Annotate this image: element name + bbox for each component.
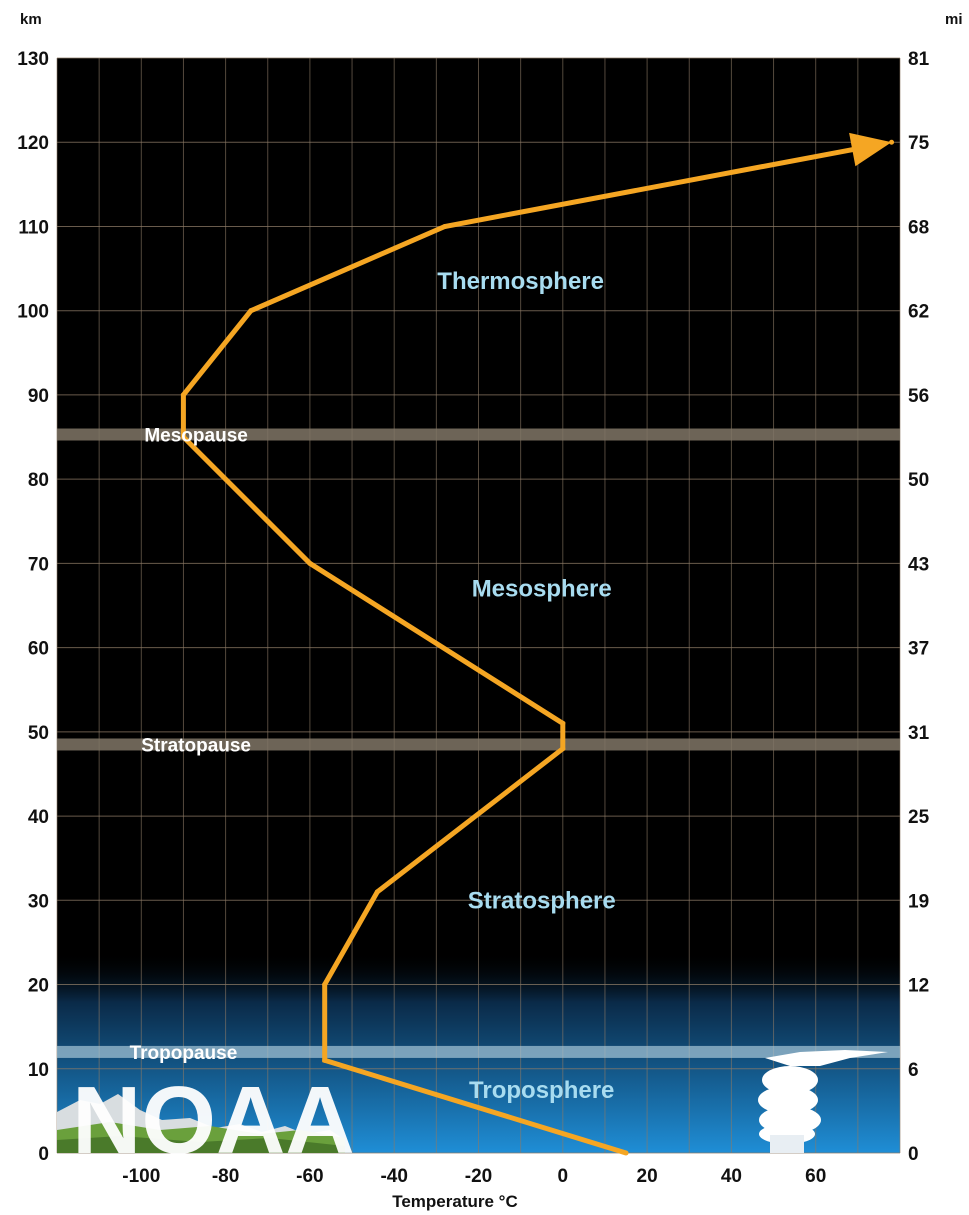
mountain-illustration: [57, 1094, 345, 1153]
x-axis-label: Temperature °C: [392, 1192, 518, 1211]
temperature-tick-label: -40: [380, 1166, 407, 1187]
layer-labels: Troposphere Stratosphere Mesosphere Thermos…: [130, 268, 616, 1104]
curve-point-10: [442, 223, 448, 229]
temperature-tick-label: -20: [465, 1166, 492, 1187]
mi-tick-label: 19: [908, 891, 929, 912]
mi-tick-label: 0: [908, 1144, 919, 1165]
temperature-tick-label: -80: [212, 1166, 239, 1187]
curve-point-4: [560, 746, 566, 752]
curve-point-5: [560, 720, 566, 726]
km-tick-label: 10: [28, 1060, 49, 1081]
boundary-label-tropopause: Tropopause: [130, 1043, 238, 1064]
mi-tick-label: 43: [908, 554, 929, 575]
mi-tick-label: 25: [908, 807, 930, 828]
curve-point-9: [248, 308, 254, 314]
km-tick-label: 50: [28, 723, 49, 744]
noaa-watermark: NOAA: [72, 1067, 355, 1174]
km-tick-label: 0: [38, 1144, 49, 1165]
mi-tick-label: 62: [908, 302, 929, 323]
mi-tick-label: 75: [908, 133, 930, 154]
temperature-tick-label: 40: [721, 1166, 742, 1187]
temperature-tick-label: 20: [637, 1166, 658, 1187]
boundary-label-mesopause: Mesopause: [144, 426, 247, 447]
layer-label-mesosphere: Mesosphere: [472, 576, 612, 603]
left-km-axis: 0 10 20 30 40 50 60 70 80 90 100 110 120 130: [17, 49, 49, 1165]
curve-point-8: [180, 392, 186, 398]
mi-tick-label: 12: [908, 976, 929, 997]
curve-point-7: [180, 434, 186, 440]
km-tick-label: 70: [28, 554, 49, 575]
curve-point-3: [374, 889, 380, 895]
mi-tick-label: 56: [908, 386, 929, 407]
temperature-axis: -100 -80 -60 -40 -20 0 20 40 60: [122, 1166, 826, 1187]
mi-tick-label: 31: [908, 723, 930, 744]
km-tick-label: 130: [17, 49, 49, 70]
mi-tick-label: 6: [908, 1060, 919, 1081]
layer-label-troposphere: Troposphere: [469, 1077, 614, 1104]
mi-tick-label: 68: [908, 217, 929, 238]
mi-tick-label: 81: [908, 49, 930, 70]
km-tick-label: 90: [28, 386, 49, 407]
right-axis-unit: mi: [945, 11, 963, 28]
left-axis-unit: km: [20, 11, 42, 28]
temperature-tick-label: 0: [558, 1166, 569, 1187]
boundary-band-tropopause: [57, 1045, 900, 1058]
temperature-curve-0: [180, 146, 857, 1156]
km-tick-label: 20: [28, 976, 49, 997]
curve-point-1: [322, 1057, 328, 1063]
km-tick-label: 30: [28, 891, 49, 912]
mi-tick-label: 50: [908, 470, 929, 491]
temperature-profile: [180, 132, 895, 1156]
grid-lines: [56, 57, 901, 1154]
right-mi-axis: 0 6 12 19 25 31 37 43 50 56 62 68 75 81: [908, 49, 930, 1165]
thunderstorm-cloud-illustration: [758, 1050, 888, 1153]
curve-arrowhead: [849, 132, 892, 167]
temperature-tick-label: -60: [296, 1166, 323, 1187]
boundary-label-stratopause: Stratopause: [141, 735, 251, 756]
km-tick-label: 100: [17, 302, 49, 323]
temperature-tick-label: 60: [805, 1166, 826, 1187]
km-tick-label: 110: [18, 217, 49, 238]
layer-label-stratosphere: Stratosphere: [468, 887, 616, 914]
curve-point-0: [623, 1150, 629, 1156]
curve-point-6: [307, 560, 313, 566]
km-tick-label: 60: [28, 639, 49, 660]
km-tick-label: 120: [17, 133, 49, 154]
mi-tick-label: 37: [908, 639, 929, 660]
temperature-tick-label: -100: [122, 1166, 160, 1187]
curve-point-2: [322, 982, 328, 988]
boundary-band-stratopause: [57, 738, 900, 751]
boundary-bands: [57, 428, 900, 1058]
km-tick-label: 40: [28, 807, 49, 828]
layer-label-thermosphere: Thermosphere: [437, 268, 604, 295]
km-tick-label: 80: [28, 470, 49, 491]
boundary-band-mesopause: [57, 428, 900, 441]
curve-point-11: [889, 139, 895, 145]
